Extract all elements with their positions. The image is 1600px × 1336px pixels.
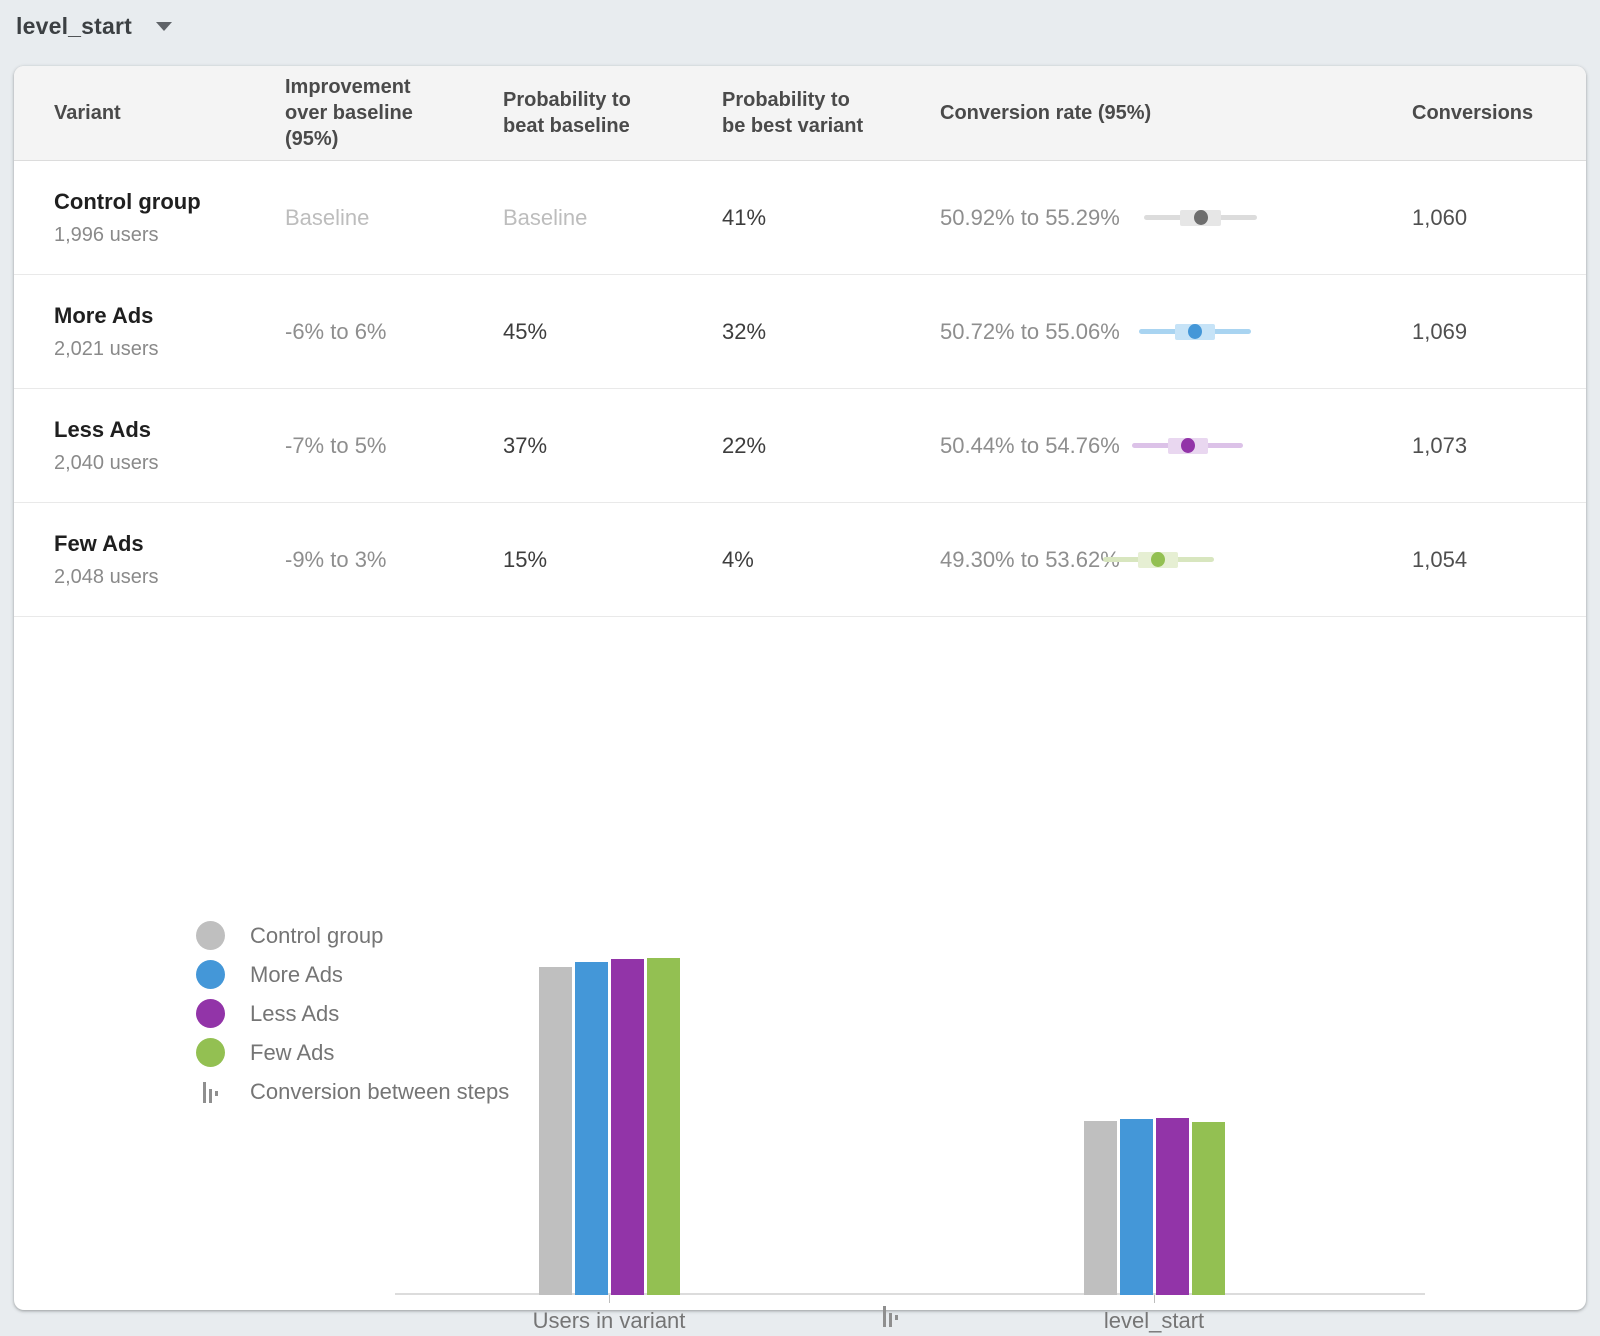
ci-median-dot [1180, 438, 1195, 453]
variant-name: Few Ads [54, 530, 144, 556]
bar-few-ads [647, 958, 680, 1295]
confidence-interval-bar [1095, 437, 1265, 455]
variant-name: Less Ads [54, 416, 152, 442]
legend-label: Few Ads [250, 1039, 335, 1065]
legend-item: More Ads [196, 960, 509, 989]
conversion-rate-range: 50.44% to 54.76% [940, 432, 1120, 458]
variant-name: Control group [54, 188, 201, 214]
column-header-variant: Variant [54, 102, 121, 124]
x-axis-label: level_start [1103, 1308, 1205, 1333]
bar-control-group [1084, 1121, 1117, 1295]
prob-beat-value: 37% [503, 432, 548, 458]
table-row: More Ads 2,021 users -6% to 6% 45% 32% 50.72%… [14, 275, 1586, 389]
x-axis-tick [609, 1295, 610, 1303]
column-header-conversions: Conversions [1412, 102, 1534, 124]
confidence-interval-bar [1095, 209, 1265, 227]
variant-users: 2,040 users [54, 451, 159, 474]
table-row: Less Ads 2,040 users -7% to 5% 37% 22% 50.44%… [14, 389, 1586, 503]
bar-less-ads [1156, 1118, 1189, 1295]
variant-cell: Less Ads 2,040 users [54, 417, 285, 475]
legend-color-dot [196, 960, 225, 989]
legend-item: Control group [196, 921, 509, 950]
conversion-rate-cell: 50.92% to 55.29% [940, 161, 1412, 274]
conversions-value: 1,073 [1412, 432, 1468, 458]
column-header-prob-beat: Probability to beat baseline [503, 89, 631, 137]
conversion-rate-cell: 50.44% to 54.76% [940, 389, 1412, 502]
conversion-rate-range: 49.30% to 53.62% [940, 546, 1120, 572]
legend-item: Few Ads [196, 1038, 509, 1067]
prob-best-value: 32% [722, 318, 767, 344]
prob-beat-value: 15% [503, 546, 548, 572]
legend-label: Control group [250, 922, 384, 948]
ci-median-dot [1151, 552, 1166, 567]
confidence-interval-bar [1095, 551, 1265, 569]
conversion-rate-range: 50.92% to 55.29% [940, 204, 1120, 230]
event-selector-dropdown[interactable]: level_start [16, 8, 172, 44]
ci-median-dot [1188, 324, 1203, 339]
column-header-prob-best: Probability to be best variant [722, 89, 864, 137]
bar-chart-plot: Users in variant level_start [14, 778, 1586, 1333]
variant-users: 2,021 users [54, 337, 159, 360]
variant-users: 2,048 users [54, 565, 159, 588]
variant-cell: Few Ads 2,048 users [54, 531, 285, 589]
prob-best-value: 22% [722, 432, 767, 458]
ci-median-dot [1193, 210, 1208, 225]
legend-color-dot [196, 921, 225, 950]
column-header-conversion-rate: Conversion rate (95%) [940, 102, 1152, 124]
variant-users: 1,996 users [54, 223, 159, 246]
x-axis-label: Users in variant [532, 1308, 686, 1333]
legend-item-conversion-steps: Conversion between steps [196, 1077, 509, 1106]
chevron-down-icon [156, 21, 172, 31]
conversion-steps-icon [196, 1081, 225, 1103]
table-row: Few Ads 2,048 users -9% to 3% 15% 4% 49.30% t… [14, 503, 1586, 617]
conversions-value: 1,060 [1412, 204, 1468, 230]
prob-beat-value: Baseline [503, 204, 588, 230]
legend-color-dot [196, 999, 225, 1028]
bar-more-ads [575, 962, 608, 1295]
legend-label: Less Ads [250, 1000, 340, 1026]
axis-conversion-steps-icon [876, 1305, 905, 1327]
prob-best-value: 4% [722, 546, 754, 572]
legend-label: Conversion between steps [250, 1078, 510, 1104]
bar-control-group [539, 967, 572, 1295]
funnel-chart-section: Control group More Ads Less Ads Few Ads Conv… [14, 778, 1586, 1333]
legend-color-dot [196, 1038, 225, 1067]
prob-best-value: 41% [722, 204, 767, 230]
improvement-value: -9% to 3% [285, 546, 387, 572]
improvement-value: -6% to 6% [285, 318, 387, 344]
bar-group [1084, 1118, 1225, 1295]
legend-label: More Ads [250, 961, 343, 987]
improvement-value: Baseline [285, 204, 370, 230]
table-header: Variant Improvement over baseline (95%) … [14, 66, 1586, 161]
improvement-value: -7% to 5% [285, 432, 387, 458]
table-row: Control group 1,996 users Baseline Baseline… [14, 161, 1586, 275]
event-selector-label: level_start [16, 12, 132, 39]
chart-legend: Control group More Ads Less Ads Few Ads Conv… [196, 921, 509, 1116]
conversions-value: 1,054 [1412, 546, 1468, 572]
confidence-interval-bar [1095, 323, 1265, 341]
variant-cell: Control group 1,996 users [54, 189, 285, 247]
results-card: Variant Improvement over baseline (95%) … [14, 66, 1586, 1333]
column-header-improvement: Improvement over baseline (95%) [285, 76, 413, 150]
bar-group [539, 958, 680, 1295]
conversion-steps-icon [876, 1305, 905, 1327]
conversion-rate-cell: 50.72% to 55.06% [940, 275, 1412, 388]
legend-item: Less Ads [196, 999, 509, 1028]
conversion-rate-cell: 49.30% to 53.62% [940, 503, 1412, 616]
variant-name: More Ads [54, 302, 154, 328]
bar-more-ads [1120, 1119, 1153, 1295]
bar-few-ads [1192, 1122, 1225, 1295]
conversions-value: 1,069 [1412, 318, 1468, 344]
x-axis-line [395, 1293, 1425, 1295]
conversion-rate-range: 50.72% to 55.06% [940, 318, 1120, 344]
variant-cell: More Ads 2,021 users [54, 303, 285, 361]
bar-less-ads [611, 959, 644, 1295]
prob-beat-value: 45% [503, 318, 548, 344]
x-axis-tick [1154, 1295, 1155, 1303]
table-body: Control group 1,996 users Baseline Baseline… [14, 161, 1586, 617]
